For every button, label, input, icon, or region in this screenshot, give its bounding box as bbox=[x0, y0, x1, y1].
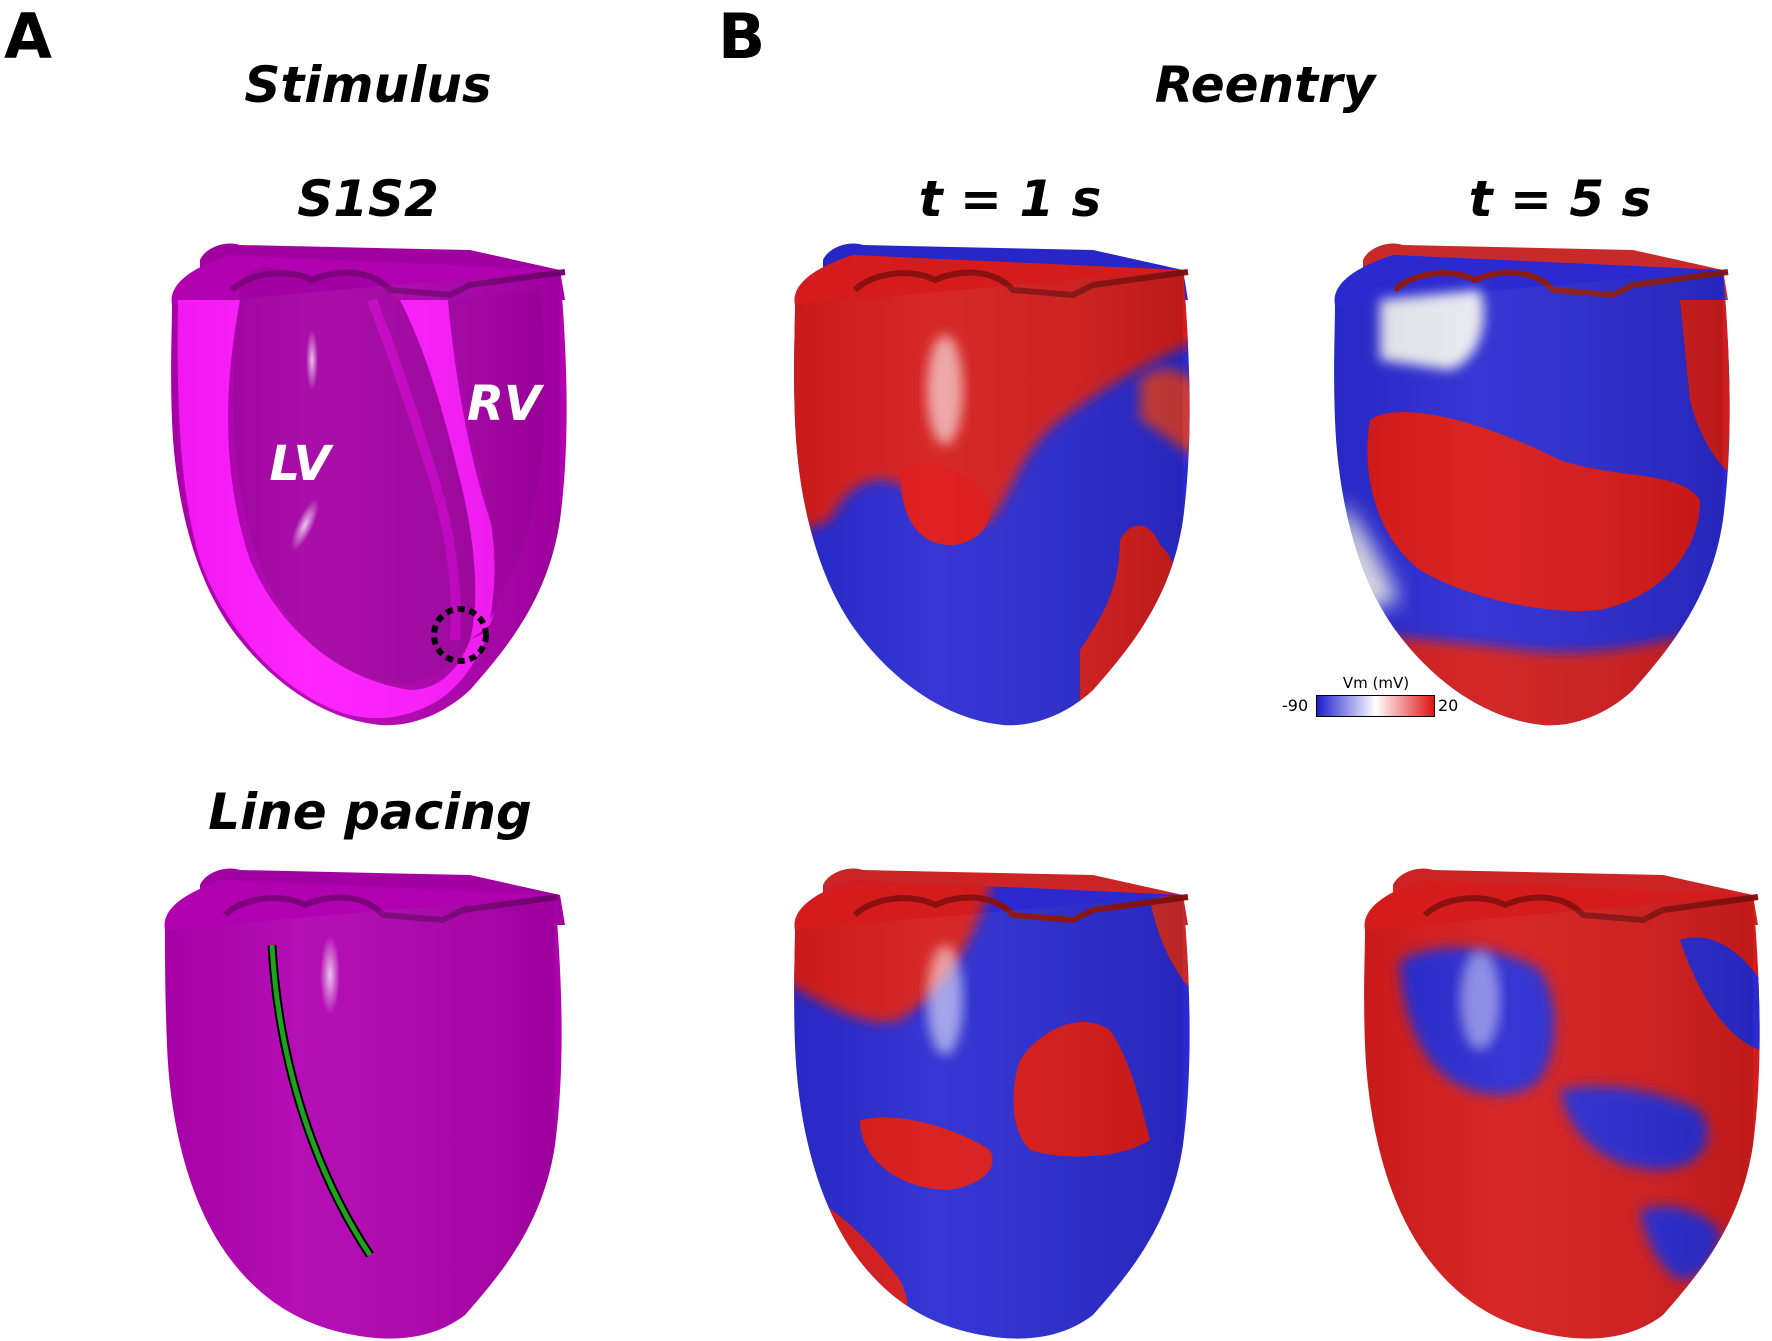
panel-b-letter: B bbox=[718, 0, 766, 73]
reentry-heart-line-t5 bbox=[1364, 868, 1760, 1339]
reentry-heart-s1s2-t5 bbox=[1334, 243, 1730, 726]
s1s2-heading: S1S2 bbox=[297, 170, 439, 228]
colorbar-min-label: -90 bbox=[1282, 696, 1309, 715]
stimulus-site-marker bbox=[431, 606, 489, 664]
colorbar bbox=[1316, 695, 1435, 717]
colorbar-max-label: 20 bbox=[1438, 696, 1459, 715]
line-pacing-heading: Line pacing bbox=[208, 783, 532, 841]
panel-a-letter: A bbox=[4, 0, 52, 73]
reentry-title: Reentry bbox=[1154, 56, 1376, 114]
colorbar-title: Vm (mV) bbox=[1342, 674, 1410, 692]
pacing-line bbox=[269, 944, 373, 1257]
stimulus-title: Stimulus bbox=[244, 56, 492, 114]
lv-label: LV bbox=[269, 436, 331, 492]
s1s2-heart-model bbox=[171, 243, 567, 726]
reentry-heart-line-t1 bbox=[794, 868, 1190, 1339]
line-pacing-heart-model bbox=[164, 868, 565, 1339]
rv-label: RV bbox=[466, 376, 542, 432]
t1-heading: t = 1 s bbox=[918, 170, 1102, 228]
t5-heading: t = 5 s bbox=[1468, 170, 1652, 228]
reentry-heart-s1s2-t1 bbox=[794, 243, 1190, 726]
